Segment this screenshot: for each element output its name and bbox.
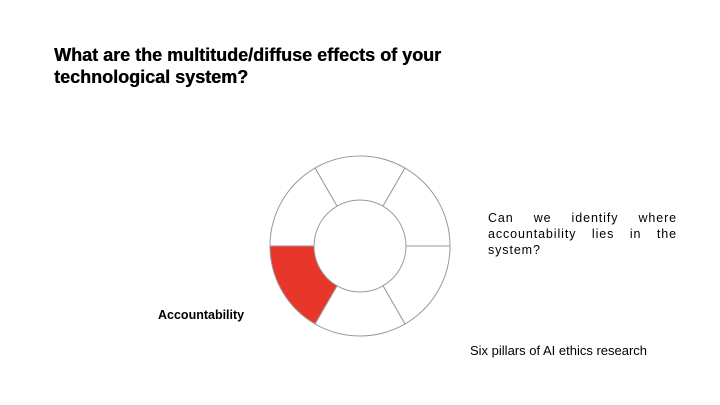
ring-segment	[269, 167, 338, 247]
diagram-caption: Six pillars of AI ethics research	[470, 343, 648, 358]
slide-title: What are the multitude/diffuse effects o…	[54, 45, 442, 87]
accountability-question: Can we identify where accountability lie…	[488, 211, 677, 257]
highlighted-pillar-label: Accountability	[158, 308, 245, 322]
